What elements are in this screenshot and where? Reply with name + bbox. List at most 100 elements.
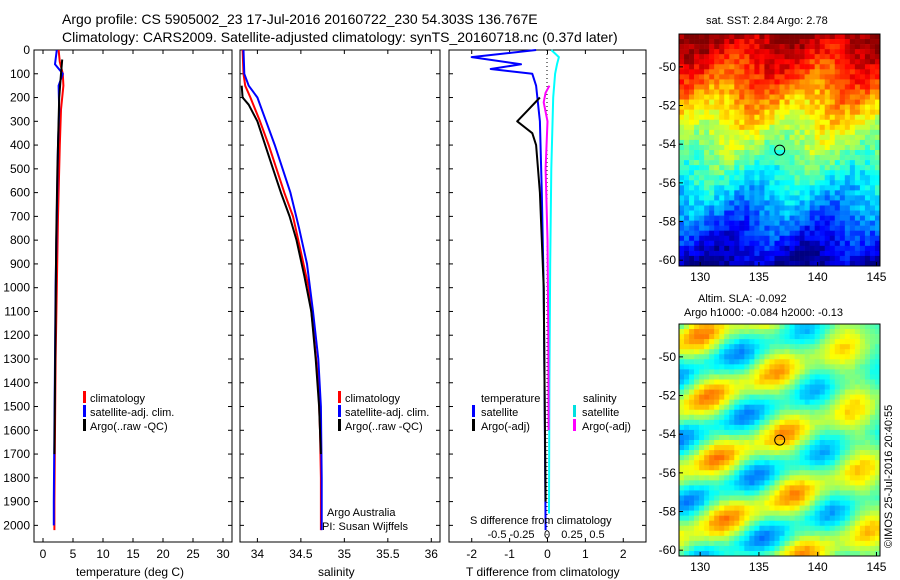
map-cell [739,394,745,400]
map-cell [709,240,715,247]
map-cell [694,510,700,516]
map-cell [839,104,846,110]
map-cell [739,339,745,345]
map-cell [819,44,826,50]
map-cell [874,210,881,216]
map-cell [729,344,735,350]
map-cell [804,160,810,166]
map-cell [719,109,725,115]
map-cell [829,79,836,85]
map-cell [714,94,720,100]
map-cell [734,414,740,421]
map-cell [839,445,846,451]
map-cell [834,470,841,476]
map-cell [719,550,725,557]
map-cell [774,134,780,141]
map-cell [854,490,861,496]
map-cell [764,185,770,191]
map-cell [864,175,871,181]
map-cell [854,139,861,146]
map-cell [729,160,735,166]
map-cell [799,550,805,557]
map-cell [779,359,785,365]
map-cell [829,354,836,360]
map-cell [829,144,836,151]
map-cell [774,59,780,65]
map-cell [729,225,735,231]
map-cell [699,364,705,370]
map-cell [814,94,820,100]
map-cell [814,339,820,345]
map-cell [869,429,876,436]
map-cell [734,150,740,156]
map-cell [794,104,800,110]
map-cell [834,480,841,486]
map-cell [704,59,710,65]
figure-title-line2: Climatology: CARS2009. Satellite-adjuste… [62,29,618,45]
map-cell [784,54,790,60]
map-cell [769,359,775,365]
map-cell [859,255,866,262]
map-cell [679,460,685,466]
map-cell [739,205,745,211]
map-cell [874,160,881,166]
map-cell [689,374,695,380]
map-cell [814,379,820,385]
map-cell [844,530,851,537]
map-cell [759,79,765,85]
map-cell [819,59,826,65]
map-cell [839,205,846,211]
map-cell [849,409,856,416]
map-cell [849,530,856,537]
map-cell [774,535,780,542]
map-cell [679,510,685,516]
map-cell [869,359,876,365]
map-cell [799,384,805,390]
map-cell [719,64,725,70]
map-cell [874,129,881,136]
map-cell [794,419,800,426]
map-cell [839,470,846,476]
map-cell [754,235,760,242]
map-cell [814,109,820,115]
map-cell [839,79,846,85]
map-cell [804,414,810,421]
map-cell [849,44,856,50]
map-cell [709,379,715,385]
annotation-pi: PI: Susan Wijffels [322,521,408,533]
map-cell [824,369,831,375]
map-cell [824,34,831,40]
map-cell [829,139,836,146]
map-cell [759,419,765,426]
map-cell [834,210,841,216]
map-cell [799,84,805,90]
map-cell [804,334,810,340]
map-cell [714,230,720,237]
map-cell [764,220,770,226]
map-cell [864,250,871,257]
map-cell [799,505,805,511]
map-cell [779,475,785,481]
map-cell [689,170,695,176]
map-cell [764,384,770,390]
map-cell [724,119,730,126]
map-cell [854,49,861,55]
map-cell [834,69,841,75]
map-cell [739,124,745,131]
map-cell [819,109,826,115]
map-cell [854,54,861,60]
map-cell [699,374,705,380]
map-cell [749,109,755,115]
map-cell [724,334,730,340]
map-cell [829,434,836,441]
map-cell [684,450,690,456]
map-cell [734,530,740,537]
map-cell [814,34,820,40]
map-cell [784,99,790,105]
map-cell [794,349,800,355]
map-cell [724,240,730,247]
map-cell [709,354,715,360]
map-cell [699,255,705,262]
map-cell [804,79,810,85]
map-cell [834,225,841,231]
